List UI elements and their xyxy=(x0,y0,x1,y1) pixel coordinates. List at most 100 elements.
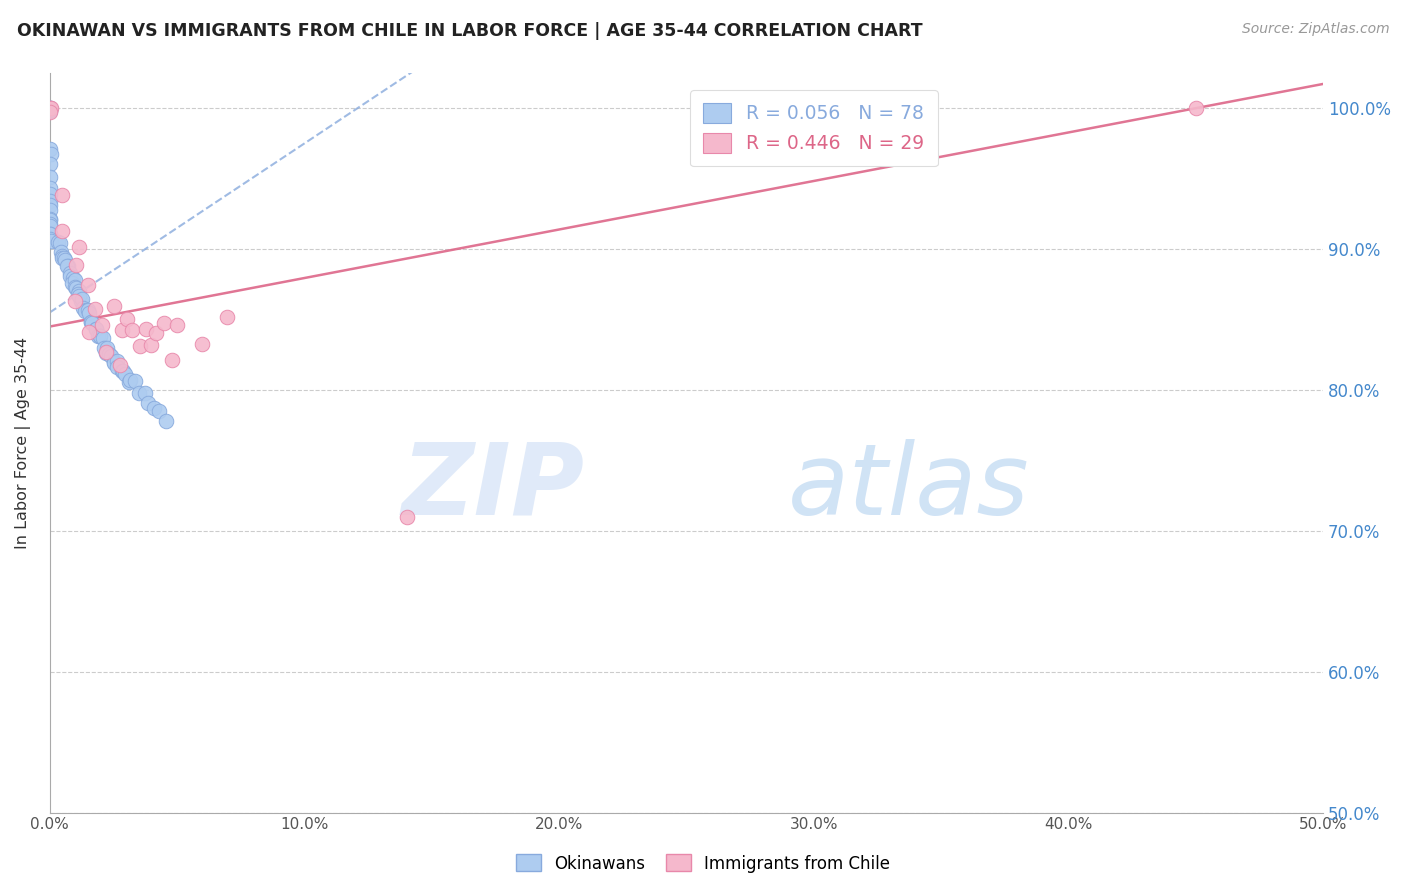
Point xyxy=(89,329,111,343)
Point xyxy=(121,323,143,337)
Point xyxy=(39,101,62,115)
Point xyxy=(66,287,89,301)
Point xyxy=(38,181,60,195)
Point xyxy=(120,373,142,387)
Point xyxy=(153,316,176,330)
Point xyxy=(39,231,62,245)
Point xyxy=(38,142,60,156)
Text: Source: ZipAtlas.com: Source: ZipAtlas.com xyxy=(1241,22,1389,37)
Point xyxy=(103,355,125,369)
Point xyxy=(59,268,82,283)
Point xyxy=(1184,101,1206,115)
Point xyxy=(38,227,60,242)
Legend: R = 0.056   N = 78, R = 0.446   N = 29: R = 0.056 N = 78, R = 0.446 N = 29 xyxy=(690,90,938,167)
Point xyxy=(63,273,86,287)
Point xyxy=(75,303,97,318)
Point xyxy=(217,310,239,324)
Point xyxy=(38,217,60,231)
Point xyxy=(135,322,157,336)
Point xyxy=(49,236,72,251)
Point xyxy=(67,284,90,298)
Point xyxy=(62,271,84,285)
Point xyxy=(148,404,170,418)
Point xyxy=(38,101,60,115)
Point xyxy=(38,169,60,184)
Point xyxy=(111,363,134,377)
Point xyxy=(69,294,91,309)
Point xyxy=(155,414,177,428)
Point xyxy=(77,325,100,339)
Point xyxy=(129,339,152,353)
Point xyxy=(87,329,110,343)
Point xyxy=(100,349,122,363)
Point xyxy=(72,292,94,306)
Point xyxy=(39,194,62,208)
Point xyxy=(190,337,212,351)
Point xyxy=(72,301,94,315)
Point xyxy=(103,299,125,313)
Point xyxy=(51,249,73,263)
Point xyxy=(67,240,90,254)
Point xyxy=(65,281,87,295)
Point xyxy=(38,103,60,117)
Point xyxy=(107,359,129,374)
Point xyxy=(114,367,136,381)
Point xyxy=(89,328,111,343)
Point xyxy=(55,259,77,273)
Point xyxy=(160,353,183,368)
Point xyxy=(51,224,73,238)
Point xyxy=(84,322,107,336)
Point xyxy=(96,341,118,355)
Point xyxy=(38,227,60,241)
Point xyxy=(166,318,188,333)
Point xyxy=(77,278,100,293)
Point xyxy=(46,235,69,249)
Point xyxy=(118,376,141,390)
Point xyxy=(96,344,118,359)
Point xyxy=(134,386,156,401)
Point xyxy=(38,202,60,217)
Point xyxy=(103,356,125,370)
Point xyxy=(38,198,60,212)
Point xyxy=(53,253,76,268)
Point xyxy=(38,212,60,227)
Point xyxy=(136,396,159,410)
Point xyxy=(79,314,101,328)
Point xyxy=(67,288,90,302)
Point xyxy=(51,251,73,265)
Point xyxy=(84,302,107,317)
Point xyxy=(38,187,60,202)
Point xyxy=(108,358,131,372)
Point xyxy=(105,354,128,368)
Point xyxy=(39,213,62,227)
Point xyxy=(39,234,62,248)
Point xyxy=(53,251,76,265)
Point xyxy=(65,258,87,272)
Point xyxy=(111,364,134,378)
Point xyxy=(62,276,84,290)
Text: atlas: atlas xyxy=(789,439,1031,535)
Legend: Okinawans, Immigrants from Chile: Okinawans, Immigrants from Chile xyxy=(509,847,897,880)
Point xyxy=(77,303,100,318)
Point xyxy=(65,293,87,308)
Point xyxy=(51,188,73,202)
Point xyxy=(396,509,419,524)
Point xyxy=(93,342,115,356)
Point xyxy=(59,266,82,280)
Point xyxy=(90,318,112,333)
Point xyxy=(86,322,108,336)
Point xyxy=(111,322,134,336)
Point xyxy=(39,102,62,116)
Point xyxy=(39,105,62,120)
Point xyxy=(39,101,62,115)
Point xyxy=(128,385,150,400)
Point xyxy=(38,219,60,234)
Point xyxy=(80,316,103,330)
Point xyxy=(39,104,62,119)
Y-axis label: In Labor Force | Age 35-44: In Labor Force | Age 35-44 xyxy=(15,336,31,549)
Point xyxy=(39,147,62,161)
Point xyxy=(39,157,62,171)
Point xyxy=(139,338,162,352)
Point xyxy=(145,326,167,340)
Point xyxy=(94,346,117,360)
